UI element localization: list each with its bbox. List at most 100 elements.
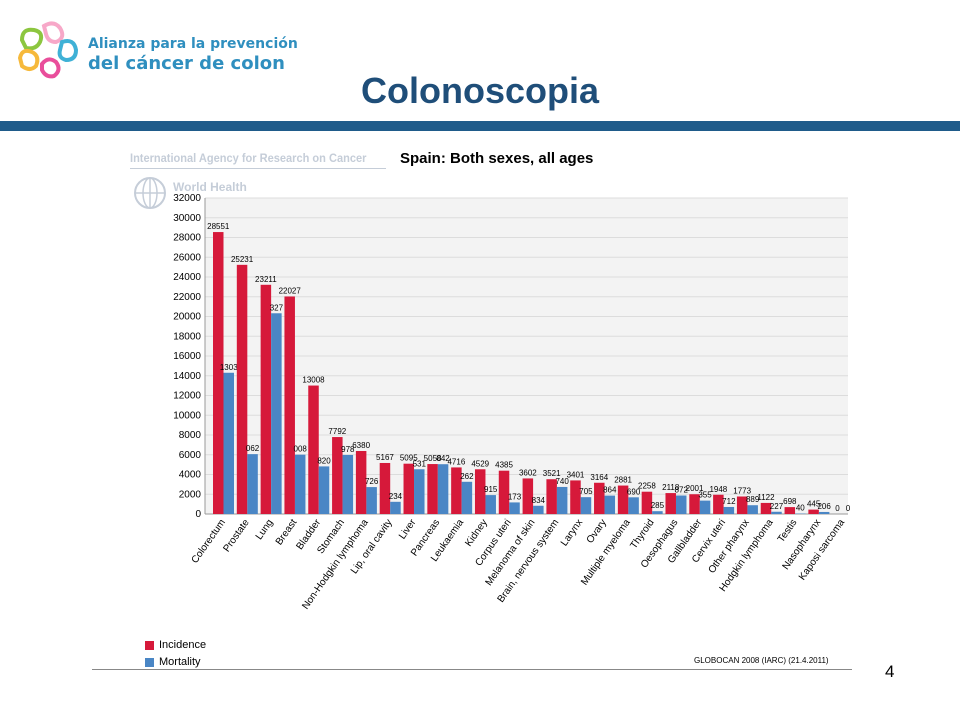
who-globe-icon bbox=[134, 177, 166, 209]
y-tick-label: 0 bbox=[195, 509, 201, 520]
mortality-data-label: 834 bbox=[532, 496, 546, 505]
mortality-data-label: 864 bbox=[603, 486, 617, 495]
mortality-bar bbox=[723, 506, 735, 514]
mortality-data-label: 234 bbox=[389, 492, 403, 501]
incidence-data-label: 3602 bbox=[519, 468, 537, 477]
x-tick-label: Larynx bbox=[559, 517, 585, 548]
incidence-bar bbox=[617, 485, 629, 514]
mortality-bar bbox=[247, 454, 258, 514]
incidence-bar bbox=[260, 284, 272, 514]
legend-label-mortality: Mortality bbox=[159, 656, 201, 668]
mortality-bar bbox=[580, 497, 592, 514]
y-tick-label: 10000 bbox=[173, 410, 201, 421]
mortality-data-label: 820 bbox=[317, 456, 331, 465]
incidence-data-label: 1948 bbox=[709, 485, 727, 494]
iarc-header-text: International Agency for Research on Can… bbox=[130, 151, 367, 165]
incidence-data-label: 2881 bbox=[614, 476, 632, 485]
incidence-data-label: 23211 bbox=[255, 275, 277, 284]
mortality-data-label: 889 bbox=[746, 495, 760, 504]
incidence-data-label: 1773 bbox=[733, 486, 751, 495]
incidence-bar bbox=[427, 464, 438, 514]
mortality-data-label: 531 bbox=[413, 459, 427, 468]
mortality-data-label: 690 bbox=[627, 487, 641, 496]
incidence-bar bbox=[594, 482, 605, 514]
mortality-data-label: 1303 bbox=[220, 363, 238, 372]
iarc-header-rule bbox=[130, 168, 386, 169]
mortality-data-label: 0 bbox=[846, 504, 851, 513]
logo-line-2: del cáncer de colon bbox=[88, 53, 285, 74]
page-number: 4 bbox=[885, 662, 895, 681]
incidence-bar bbox=[641, 491, 653, 514]
mortality-bar bbox=[318, 466, 330, 514]
y-tick-label: 26000 bbox=[173, 252, 201, 263]
incidence-data-label: 2118 bbox=[662, 483, 680, 492]
mortality-bar bbox=[223, 372, 234, 514]
x-tick-label: Testis bbox=[776, 517, 800, 544]
y-tick-label: 32000 bbox=[173, 193, 201, 204]
x-tick-label: Lung bbox=[254, 517, 276, 542]
mortality-bar bbox=[652, 511, 663, 514]
incidence-bar bbox=[474, 469, 486, 514]
x-tick-label: Ovary bbox=[585, 517, 609, 545]
incidence-data-label: 0 bbox=[835, 504, 840, 513]
mortality-bar bbox=[604, 495, 616, 514]
mortality-bar bbox=[461, 481, 473, 514]
mortality-data-label: 705 bbox=[579, 487, 593, 496]
incidence-bar bbox=[808, 509, 819, 514]
incidence-data-label: 5167 bbox=[376, 453, 394, 462]
mortality-data-label: 355 bbox=[698, 491, 712, 500]
incidence-bar bbox=[451, 467, 462, 514]
incidence-data-label: 2001 bbox=[686, 484, 704, 493]
incidence-data-label: 445 bbox=[807, 500, 821, 509]
incidence-bar bbox=[379, 462, 391, 514]
incidence-data-label: 3164 bbox=[590, 473, 608, 482]
incidence-data-label: 13008 bbox=[302, 376, 325, 385]
y-tick-label: 14000 bbox=[173, 371, 201, 382]
incidence-data-label: 1122 bbox=[757, 493, 775, 502]
mortality-bar bbox=[771, 511, 782, 514]
slide-title: Colonoscopia bbox=[360, 70, 599, 111]
x-tick-label: Colorectum bbox=[190, 517, 228, 565]
mortality-bar bbox=[485, 495, 496, 514]
mortality-bar bbox=[414, 469, 425, 514]
incidence-data-label: 28551 bbox=[207, 222, 230, 231]
y-tick-label: 28000 bbox=[173, 233, 201, 244]
incidence-data-label: 5095 bbox=[400, 454, 418, 463]
y-tick-label: 8000 bbox=[179, 430, 202, 441]
mortality-bar bbox=[675, 495, 687, 514]
mortality-data-label: 915 bbox=[484, 485, 498, 494]
y-tick-label: 4000 bbox=[179, 470, 202, 481]
incidence-data-label: 25231 bbox=[231, 255, 254, 264]
incidence-bar bbox=[570, 480, 581, 514]
incidence-bar bbox=[713, 494, 724, 514]
y-tick-label: 6000 bbox=[179, 450, 202, 461]
incidence-bar bbox=[403, 463, 415, 514]
cancer-bar-chart: 0200040006000800010000120001400016000180… bbox=[173, 193, 851, 612]
mortality-data-label: 40 bbox=[796, 504, 805, 513]
source-note: GLOBOCAN 2008 (IARC) (21.4.2011) bbox=[694, 656, 829, 665]
y-tick-label: 30000 bbox=[173, 213, 201, 224]
mortality-bar bbox=[437, 464, 449, 514]
y-tick-label: 12000 bbox=[173, 391, 201, 402]
mortality-data-label: 285 bbox=[651, 501, 665, 510]
incidence-bar bbox=[355, 450, 367, 514]
incidence-bar bbox=[332, 437, 343, 514]
mortality-bar bbox=[342, 454, 354, 514]
y-tick-label: 20000 bbox=[173, 312, 201, 323]
mortality-data-label: 262 bbox=[460, 472, 474, 481]
incidence-data-label: 22027 bbox=[279, 286, 302, 295]
mortality-data-label: 062 bbox=[246, 444, 260, 453]
mortality-data-label: 173 bbox=[508, 492, 522, 501]
incidence-data-label: 698 bbox=[783, 497, 797, 506]
incidence-data-label: 7792 bbox=[328, 427, 346, 436]
mortality-data-label: 008 bbox=[294, 445, 308, 454]
title-divider-bar bbox=[0, 121, 960, 131]
incidence-bar bbox=[736, 496, 748, 514]
incidence-bar bbox=[236, 264, 248, 514]
mortality-bar bbox=[533, 505, 544, 514]
incidence-bar bbox=[760, 502, 772, 514]
incidence-data-label: 4385 bbox=[495, 461, 513, 470]
mortality-bar bbox=[509, 502, 520, 514]
alliance-logo: Alianza para la prevención del cáncer de… bbox=[14, 20, 298, 86]
mortality-data-label: 726 bbox=[365, 477, 379, 486]
